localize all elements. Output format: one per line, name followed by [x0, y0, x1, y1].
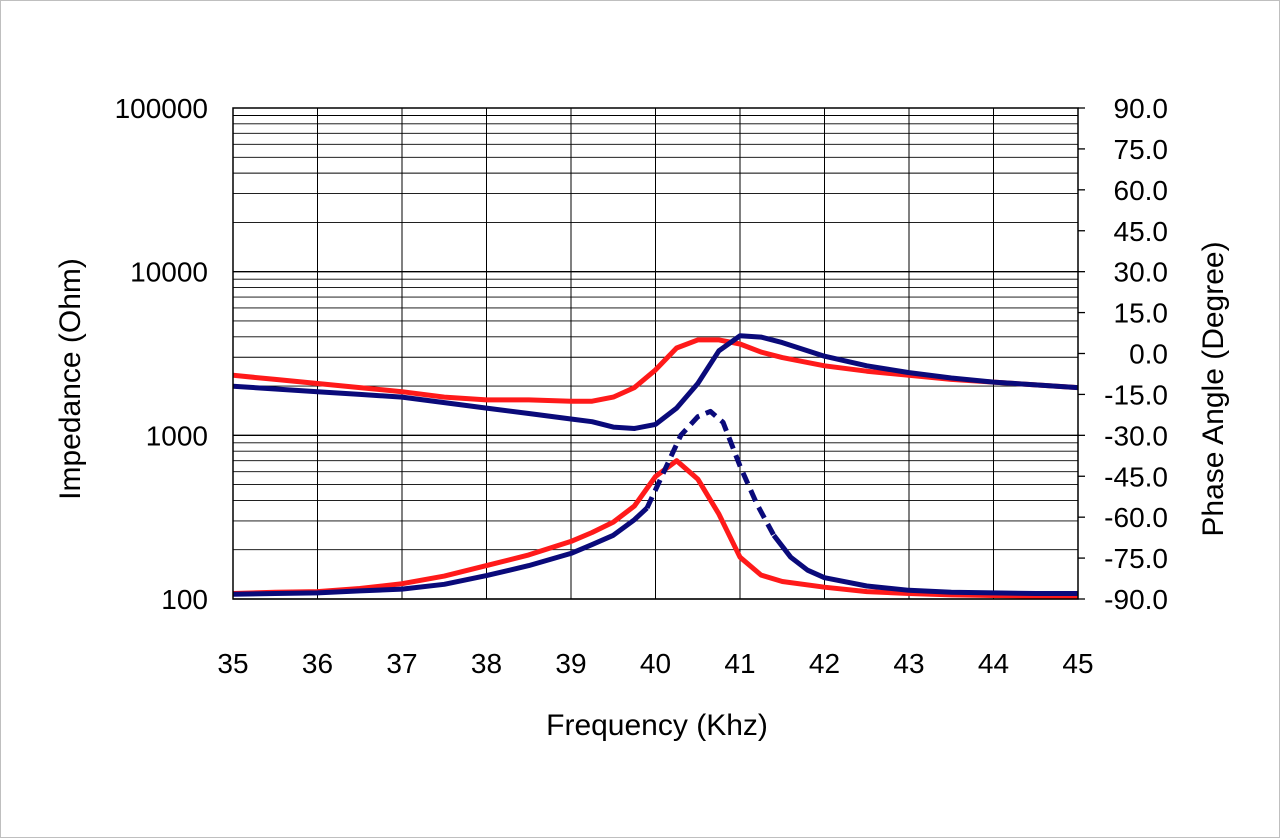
series-line-3	[771, 533, 1078, 596]
y2-tick-label: -60.0	[1104, 502, 1168, 533]
x-tick-label: 37	[386, 648, 417, 679]
y2-tick-label: 75.0	[1114, 134, 1169, 165]
y2-tick-label: -75.0	[1104, 543, 1168, 574]
x-tick-label: 43	[893, 648, 924, 679]
x-tick-label: 38	[471, 648, 502, 679]
x-tick-label: 42	[809, 648, 840, 679]
x-tick-label: 36	[302, 648, 333, 679]
y-tick-label: 100000	[115, 93, 208, 124]
x-tick-label: 35	[217, 648, 248, 679]
series-line-2	[644, 408, 776, 537]
y2-tick-label: 15.0	[1114, 298, 1169, 329]
y2-tick-label: -30.0	[1104, 420, 1168, 451]
y2-tick-label: 90.0	[1114, 93, 1169, 124]
x-tick-label: 40	[640, 648, 671, 679]
plot-area-border	[232, 107, 1079, 600]
y2-tick-label: 0.0	[1129, 339, 1168, 370]
y2-tick-label: 30.0	[1114, 257, 1169, 288]
grid	[232, 107, 1085, 600]
y-tick-labels: 100000 10000 1000 100	[115, 93, 208, 615]
x-tick-labels: 35 36 37 38 39 40 41 42 43 44 45	[217, 648, 1093, 679]
x-tick-label: 44	[978, 648, 1009, 679]
y-axis-title: Impedance (Ohm)	[54, 258, 87, 500]
y-tick-label: 10000	[130, 257, 208, 288]
series-line-4	[233, 337, 1078, 404]
y2-tick-label: -45.0	[1104, 461, 1168, 492]
y-tick-label: 1000	[146, 420, 208, 451]
y2-tick-label: 60.0	[1114, 175, 1169, 206]
x-tick-label: 45	[1062, 648, 1093, 679]
y2-tick-label: -15.0	[1104, 379, 1168, 410]
y2-axis-title: Phase Angle (Degree)	[1197, 241, 1230, 536]
series-line-5	[233, 333, 1078, 431]
x-tick-label: 39	[555, 648, 586, 679]
series-layer	[233, 333, 1078, 599]
y2-tick-labels: 90.0 75.0 60.0 45.0 30.0 15.0 0.0 -15.0 -30.0 -45…	[1104, 93, 1168, 615]
y2-tick-label: -90.0	[1104, 584, 1168, 615]
x-tick-label: 41	[724, 648, 755, 679]
y-tick-label: 100	[161, 584, 208, 615]
x-axis-title: Frequency (Khz)	[546, 709, 768, 742]
series-line-1	[233, 506, 649, 597]
y2-tick-label: 45.0	[1114, 216, 1169, 247]
